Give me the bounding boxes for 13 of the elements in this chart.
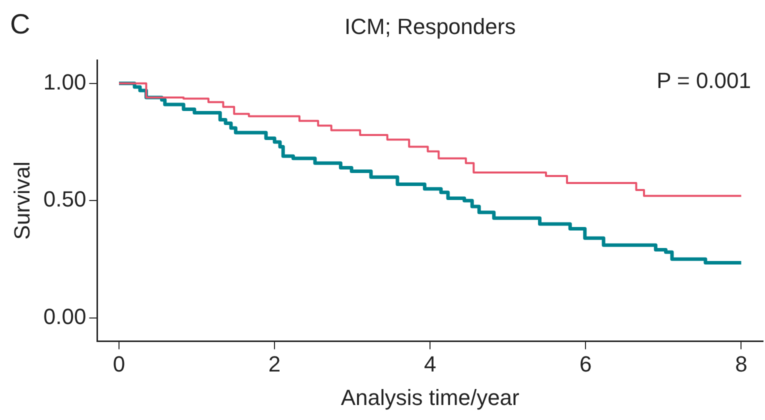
y-tick-label: 1.00 xyxy=(43,69,86,94)
y-tick-label: 0.00 xyxy=(43,304,86,329)
annotation: P = 0.001 xyxy=(656,68,751,94)
x-tick-label: 0 xyxy=(112,351,126,376)
y-tick-label: 0.50 xyxy=(43,186,86,212)
x-tick-label: 6 xyxy=(580,351,592,376)
x-tick-label: 8 xyxy=(735,351,748,376)
x-tick-label: 4 xyxy=(424,351,436,376)
chart-title: ICM; Responders xyxy=(344,14,516,40)
x-tick-label: 2 xyxy=(268,351,281,376)
y-axis-title: Survival xyxy=(9,161,34,240)
x-axis-title: Analysis time/year xyxy=(340,384,520,410)
text: C xyxy=(10,8,30,40)
